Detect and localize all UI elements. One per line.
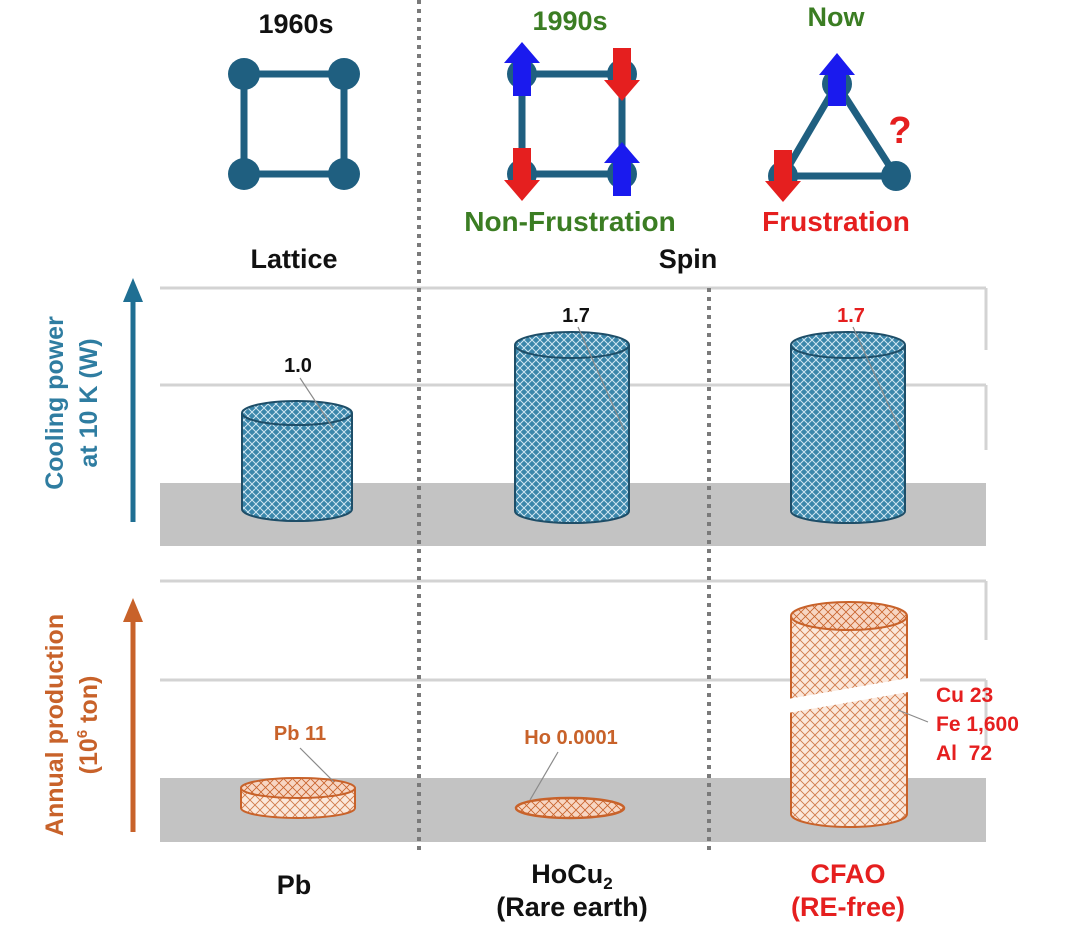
era-1990s-label: 1990s: [532, 6, 607, 36]
production-value-pb: Pb 11: [274, 723, 326, 745]
production-axis-label-line1: Annual production: [41, 614, 69, 836]
production-value-cu: Cu 23: [936, 684, 993, 707]
production-value-al: Al 72: [936, 742, 992, 765]
cooling-cylinder-cfao: [790, 331, 906, 524]
frustration-label: Frustration: [762, 206, 910, 237]
leader-line: [299, 747, 335, 783]
production-axis-label-pre: (10: [75, 738, 103, 774]
production-axis-label-post: ton): [75, 676, 103, 730]
leader-line: [529, 751, 559, 801]
spin-down-arrow-icon: [604, 48, 640, 101]
material-label-pb: Pb: [277, 870, 312, 900]
lattice-node: [228, 158, 260, 190]
lattice-square-diagram: [228, 58, 360, 190]
production-cylinder-cfao: [782, 601, 920, 828]
cooling-value-pb: 1.0: [284, 355, 312, 377]
axis-break-mark: [782, 676, 920, 714]
cooling-value-hocu2: 1.7: [562, 305, 590, 327]
era-1960s-label: 1960s: [258, 9, 333, 39]
spin-square-diagram: [504, 42, 640, 201]
leader-line: [577, 326, 625, 431]
era-now-label: Now: [808, 2, 866, 32]
cooling-value-cfao: 1.7: [837, 305, 865, 327]
spin-triangle-diagram: [765, 53, 911, 202]
material-note-hocu2: (Rare earth): [496, 892, 648, 922]
material-hocu2-main: HoCu: [531, 859, 603, 889]
leader-line: [852, 326, 901, 431]
non-frustration-label: Non-Frustration: [464, 206, 676, 237]
spin-up-arrow-icon: [604, 142, 640, 196]
cooling-axis-arrow: [123, 278, 143, 522]
material-label-cfao: CFAO: [810, 859, 885, 889]
production-axis-arrow: [123, 598, 143, 832]
production-disc-ho: [514, 796, 626, 820]
lattice-node: [228, 58, 260, 90]
material-hocu2-sub: 2: [603, 874, 612, 893]
material-note-cfao: (RE-free): [791, 892, 905, 922]
lattice-node: [328, 158, 360, 190]
cooling-cylinder-hocu2: [514, 331, 630, 524]
production-value-fe: Fe 1,600: [936, 713, 1019, 736]
question-mark-icon: ?: [888, 110, 911, 152]
production-value-ho: Ho 0.0001: [524, 727, 617, 749]
production-axis-label-sup: 6: [74, 730, 91, 738]
lattice-node: [328, 58, 360, 90]
cooling-axis-label-line1: Cooling power: [41, 316, 69, 490]
spin-down-arrow-icon: [504, 148, 540, 201]
production-disc-pb: [240, 777, 356, 819]
production-axis-label-line2: (106 ton): [74, 676, 103, 775]
material-label-hocu2: HoCu2: [531, 859, 612, 893]
spin-up-arrow-icon: [819, 53, 855, 106]
lattice-category-label: Lattice: [250, 244, 337, 274]
cooling-axis-label-line2: at 10 K (W): [75, 338, 103, 467]
frustrated-node: [881, 161, 911, 191]
spin-down-arrow-icon: [765, 150, 801, 202]
cooling-cylinder-pb: [241, 400, 353, 522]
spin-category-label: Spin: [659, 244, 718, 274]
leader-line: [299, 377, 334, 429]
spin-up-arrow-icon: [504, 42, 540, 96]
leader-line: [897, 709, 929, 723]
